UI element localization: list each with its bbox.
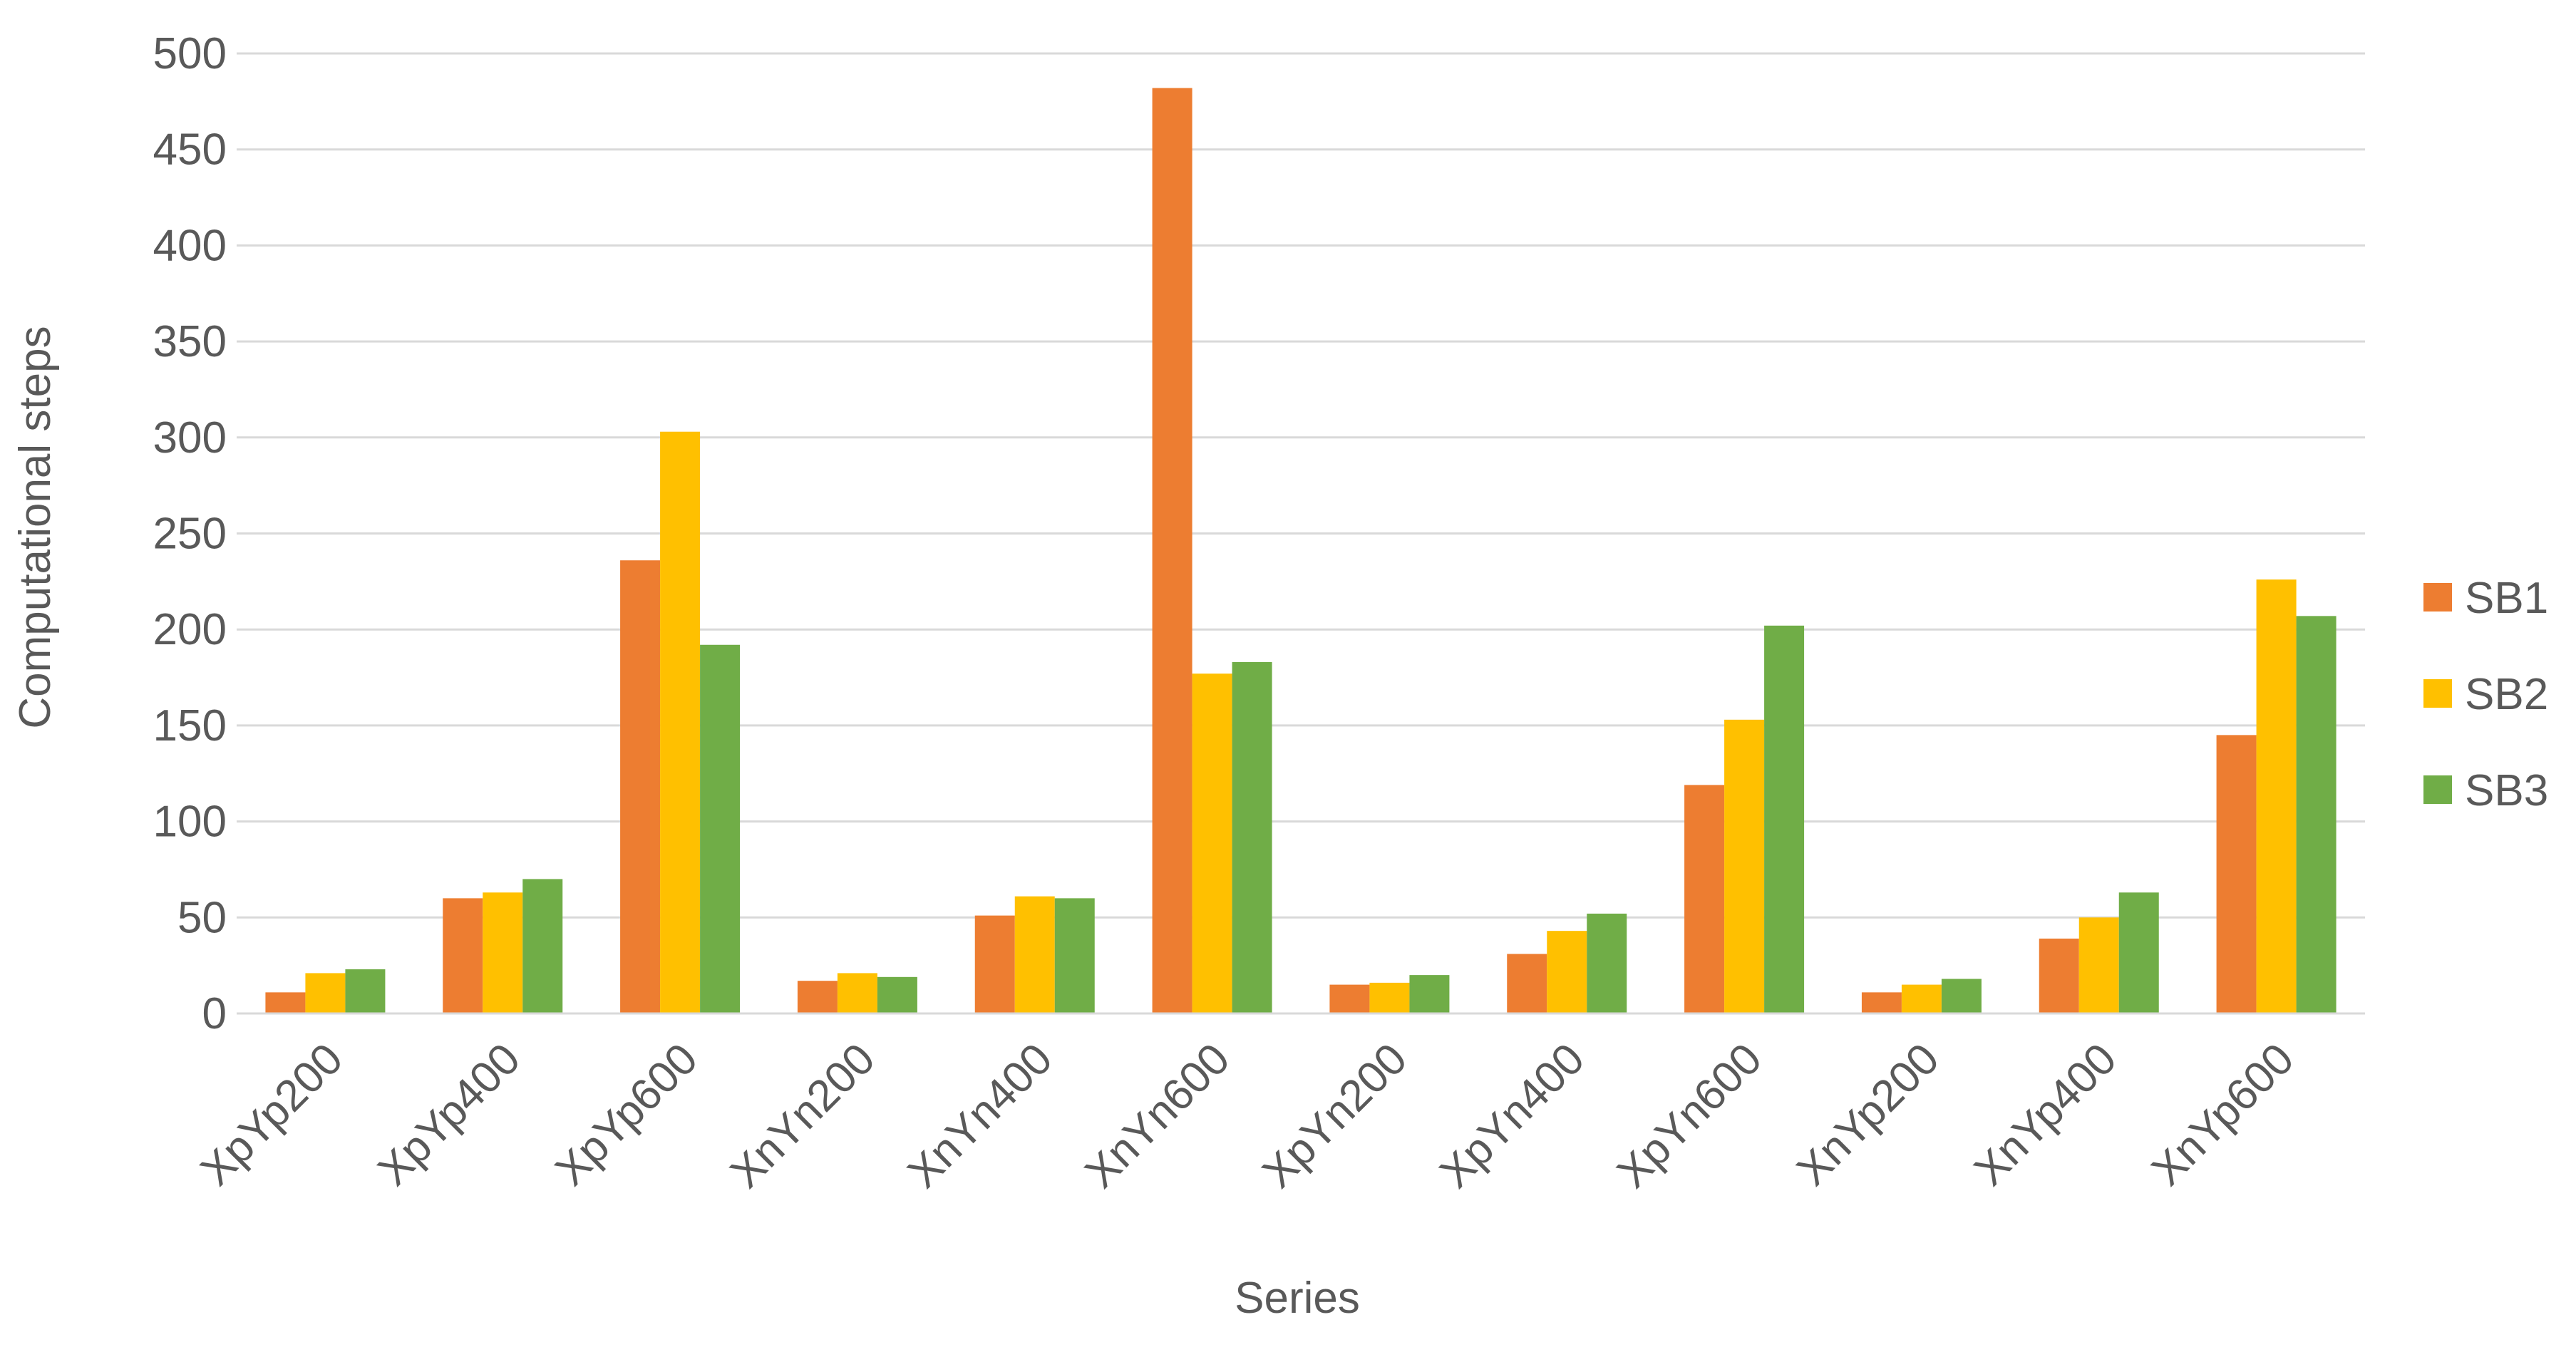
bar-sb2-xpyp400 [483, 892, 523, 1013]
bar-sb2-xnyn600 [1192, 674, 1232, 1013]
x-tick-label: XnYp400 [1965, 1034, 2126, 1195]
x-tick-label: XnYn400 [898, 1034, 1061, 1197]
bar-sb2-xpyp600 [660, 431, 701, 1013]
y-tick-label: 150 [153, 701, 227, 750]
bar-sb1-xnyn400 [974, 915, 1015, 1013]
legend: SB1 SB2 SB3 [2423, 574, 2548, 815]
bar-sb1-xnyn200 [797, 981, 838, 1013]
bar-sb3-xpyn200 [1409, 975, 1450, 1013]
legend-swatch-sb3 [2423, 775, 2452, 804]
bar-sb2-xnyn200 [837, 973, 877, 1013]
x-tick-label: XpYn600 [1608, 1034, 1771, 1197]
bar-sb2-xpyn600 [1724, 719, 1765, 1013]
y-tick-label: 450 [153, 125, 227, 175]
bar-sb3-xnyn400 [1054, 898, 1095, 1013]
y-axis-title: Computational steps [11, 326, 60, 728]
x-tick-label: XpYn200 [1253, 1034, 1416, 1197]
bar-sb2-xnyp400 [2078, 917, 2119, 1013]
bar-sb1-xpyn400 [1507, 954, 1547, 1013]
gridlines [237, 52, 2365, 919]
y-tick-label: 100 [153, 798, 227, 847]
y-tick-label: 300 [153, 413, 227, 463]
y-tick-label: 350 [153, 317, 227, 366]
x-tick-label: XpYp400 [369, 1034, 530, 1195]
y-tick-label: 200 [153, 605, 227, 654]
bar-sb1-xpyp200 [265, 992, 306, 1013]
legend-label-sb1: SB1 [2465, 574, 2548, 623]
bars [265, 88, 2337, 1014]
bar-sb1-xpyn600 [1684, 785, 1725, 1013]
y-tick-label: 0 [202, 989, 227, 1038]
x-tick-label: XnYp600 [2143, 1034, 2304, 1195]
bar-sb3-xnyp200 [1941, 979, 1982, 1013]
legend-label-sb2: SB2 [2465, 670, 2548, 719]
bar-sb2-xnyn400 [1014, 896, 1055, 1013]
bar-sb1-xpyp600 [620, 560, 661, 1013]
legend-label-sb3: SB3 [2465, 766, 2548, 815]
y-tick-labels: 0 50 100 150 200 250 300 350 400 450 500 [153, 29, 227, 1038]
bar-sb1-xpyn200 [1329, 984, 1370, 1013]
legend-swatch-sb1 [2423, 583, 2452, 612]
bar-sb2-xpyp200 [305, 973, 346, 1013]
x-tick-label: XpYp200 [191, 1034, 352, 1195]
x-tick-label: XnYp200 [1788, 1034, 1949, 1195]
bar-sb3-xnyp400 [2118, 892, 2159, 1013]
y-tick-label: 250 [153, 510, 227, 559]
y-tick-label: 500 [153, 29, 227, 78]
bar-sb2-xpyn400 [1547, 931, 1587, 1013]
bar-sb3-xnyn200 [877, 976, 917, 1013]
bar-sb2-xpyn200 [1369, 982, 1410, 1013]
y-tick-label: 400 [153, 221, 227, 270]
bar-sb1-xnyn600 [1152, 88, 1192, 1014]
x-tick-label: XpYp600 [546, 1034, 707, 1195]
bar-sb3-xpyp600 [700, 644, 741, 1013]
bar-sb3-xnyp600 [2296, 616, 2337, 1013]
bar-sb1-xnyp600 [2216, 735, 2257, 1013]
bar-sb1-xnyp200 [1861, 992, 1902, 1013]
bar-sb3-xpyn400 [1587, 913, 1627, 1013]
legend-swatch-sb2 [2423, 679, 2452, 708]
bar-sb2-xnyp200 [1901, 984, 1942, 1013]
x-axis-title: Series [1235, 1274, 1360, 1323]
bar-sb3-xpyn600 [1764, 625, 1805, 1013]
x-tick-labels: XpYp200 XpYp400 XpYp600 XnYn200 XnYn400 XnYn6… [191, 1034, 2303, 1197]
x-tick-label: XpYn400 [1431, 1034, 1594, 1197]
bar-sb2-xnyp600 [2256, 579, 2297, 1013]
bar-sb1-xnyp400 [2039, 938, 2079, 1013]
y-tick-label: 50 [177, 893, 227, 942]
bar-sb1-xpyp400 [443, 898, 483, 1013]
bar-sb3-xnyn600 [1232, 661, 1272, 1013]
x-tick-label: XnYn600 [1076, 1034, 1239, 1197]
x-tick-label: XnYn200 [721, 1034, 885, 1197]
bar-sb3-xpyp200 [345, 969, 386, 1013]
bar-sb3-xpyp400 [522, 879, 563, 1013]
